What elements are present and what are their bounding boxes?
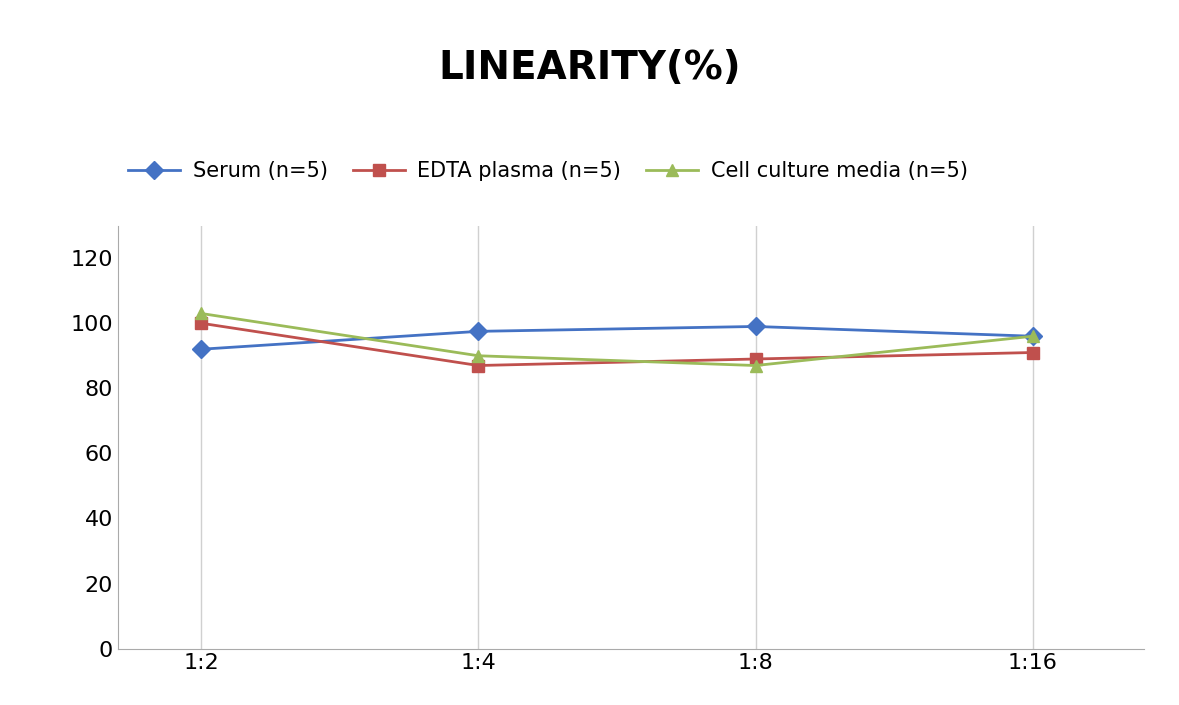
Cell culture media (n=5) — [1026, 332, 1040, 341]
Serum (n=5) — [1026, 332, 1040, 341]
EDTA plasma (n=5) — [195, 319, 209, 327]
Cell culture media (n=5) — [472, 352, 486, 360]
EDTA plasma (n=5) — [749, 355, 763, 363]
Text: LINEARITY(%): LINEARITY(%) — [439, 49, 740, 87]
EDTA plasma (n=5) — [1026, 348, 1040, 357]
Line: EDTA plasma (n=5): EDTA plasma (n=5) — [195, 317, 1039, 372]
Legend: Serum (n=5), EDTA plasma (n=5), Cell culture media (n=5): Serum (n=5), EDTA plasma (n=5), Cell cul… — [129, 161, 968, 181]
Serum (n=5) — [472, 327, 486, 336]
Cell culture media (n=5) — [195, 309, 209, 318]
Line: Cell culture media (n=5): Cell culture media (n=5) — [195, 307, 1039, 372]
Cell culture media (n=5) — [749, 361, 763, 369]
EDTA plasma (n=5) — [472, 361, 486, 369]
Line: Serum (n=5): Serum (n=5) — [195, 320, 1039, 355]
Serum (n=5) — [195, 345, 209, 353]
Serum (n=5) — [749, 322, 763, 331]
